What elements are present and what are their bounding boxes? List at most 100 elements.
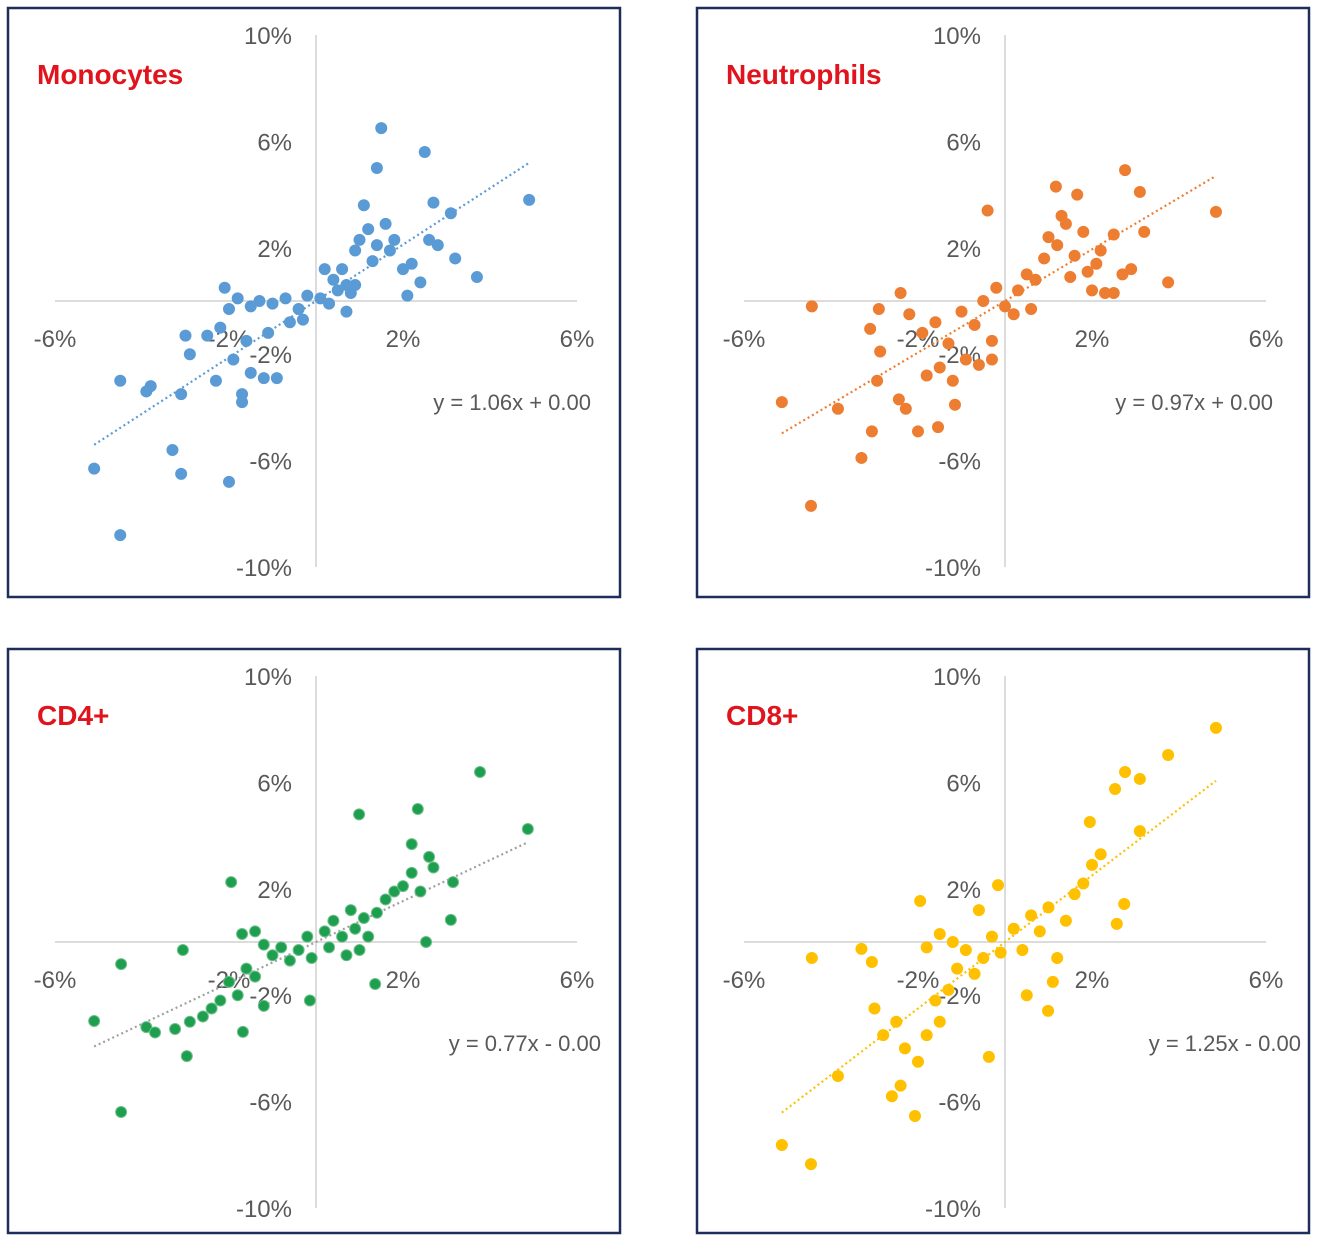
- point: [340, 949, 353, 962]
- point: [149, 1026, 162, 1039]
- trendline-equation: y = 0.97x + 0.00: [1115, 390, 1273, 415]
- point: [292, 943, 305, 956]
- point: [323, 297, 336, 310]
- point: [920, 1029, 933, 1042]
- point: [397, 880, 409, 893]
- point: [942, 983, 955, 996]
- point: [418, 146, 431, 159]
- point: [257, 938, 270, 951]
- point: [183, 348, 196, 361]
- point: [179, 329, 192, 342]
- point: [1068, 249, 1081, 262]
- point: [336, 930, 349, 943]
- y-tick-label: 2%: [257, 236, 292, 263]
- point: [1110, 917, 1123, 930]
- point: [1046, 975, 1059, 988]
- point: [1025, 302, 1038, 315]
- point: [349, 244, 362, 257]
- point: [266, 949, 279, 962]
- panel: -6%-2%2%6%10%6%2%-2%-6%-10%CD4+y = 0.77x…: [6, 647, 622, 1235]
- point: [990, 281, 1003, 294]
- y-tick-label: -10%: [236, 1196, 292, 1223]
- point: [447, 876, 460, 889]
- point: [405, 257, 418, 270]
- point: [240, 334, 253, 347]
- point: [344, 904, 357, 917]
- point: [257, 999, 270, 1012]
- point: [249, 970, 262, 983]
- y-tick-label: 10%: [244, 664, 292, 691]
- point: [855, 942, 868, 955]
- point: [405, 838, 418, 851]
- point: [929, 316, 942, 329]
- point: [379, 217, 392, 230]
- point: [303, 994, 316, 1007]
- point: [144, 380, 157, 393]
- point: [423, 850, 436, 863]
- point: [169, 1022, 182, 1035]
- point: [227, 353, 240, 366]
- x-tick-label: 2%: [1075, 326, 1110, 353]
- point: [175, 388, 188, 401]
- point: [314, 292, 327, 305]
- point: [1007, 308, 1020, 321]
- point: [218, 281, 231, 294]
- point: [1059, 217, 1072, 230]
- point: [1033, 925, 1046, 938]
- point: [209, 374, 222, 387]
- point: [999, 300, 1011, 313]
- point: [894, 1079, 907, 1092]
- point: [275, 941, 288, 954]
- y-tick-label: 6%: [946, 770, 981, 797]
- x-tick-label: -6%: [723, 326, 766, 353]
- point: [865, 425, 878, 438]
- point: [427, 861, 440, 874]
- point: [327, 273, 340, 286]
- point: [521, 822, 534, 835]
- point: [1025, 909, 1038, 922]
- point: [831, 1070, 844, 1083]
- point: [115, 958, 128, 971]
- point: [1107, 287, 1120, 300]
- point: [114, 529, 127, 542]
- point: [214, 994, 227, 1007]
- point: [257, 372, 270, 385]
- y-tick-label: 2%: [946, 877, 981, 904]
- point: [301, 930, 314, 943]
- point: [214, 321, 227, 334]
- point: [357, 912, 370, 925]
- point: [244, 366, 257, 379]
- panel-title: Monocytes: [37, 59, 183, 90]
- point: [114, 374, 127, 387]
- point: [444, 913, 457, 926]
- point: [932, 421, 945, 434]
- point: [1077, 225, 1090, 238]
- point: [1029, 273, 1042, 286]
- point: [1064, 271, 1077, 284]
- point: [877, 1029, 890, 1042]
- point: [362, 223, 375, 236]
- point: [301, 289, 314, 302]
- point: [292, 302, 305, 315]
- point: [236, 928, 249, 941]
- point: [318, 925, 331, 938]
- point: [379, 893, 392, 906]
- point: [775, 396, 788, 409]
- point: [88, 462, 101, 475]
- point: [1209, 205, 1222, 218]
- x-tick-label: -6%: [34, 326, 77, 353]
- y-tick-label: -6%: [249, 1090, 292, 1117]
- point: [266, 297, 279, 310]
- point: [920, 941, 933, 954]
- point: [240, 962, 253, 975]
- point: [885, 1090, 898, 1103]
- point: [353, 233, 366, 246]
- point: [166, 443, 179, 456]
- point: [1042, 901, 1055, 914]
- point: [1162, 749, 1175, 762]
- point: [872, 302, 885, 315]
- point: [959, 943, 972, 956]
- x-tick-label: 6%: [1249, 326, 1284, 353]
